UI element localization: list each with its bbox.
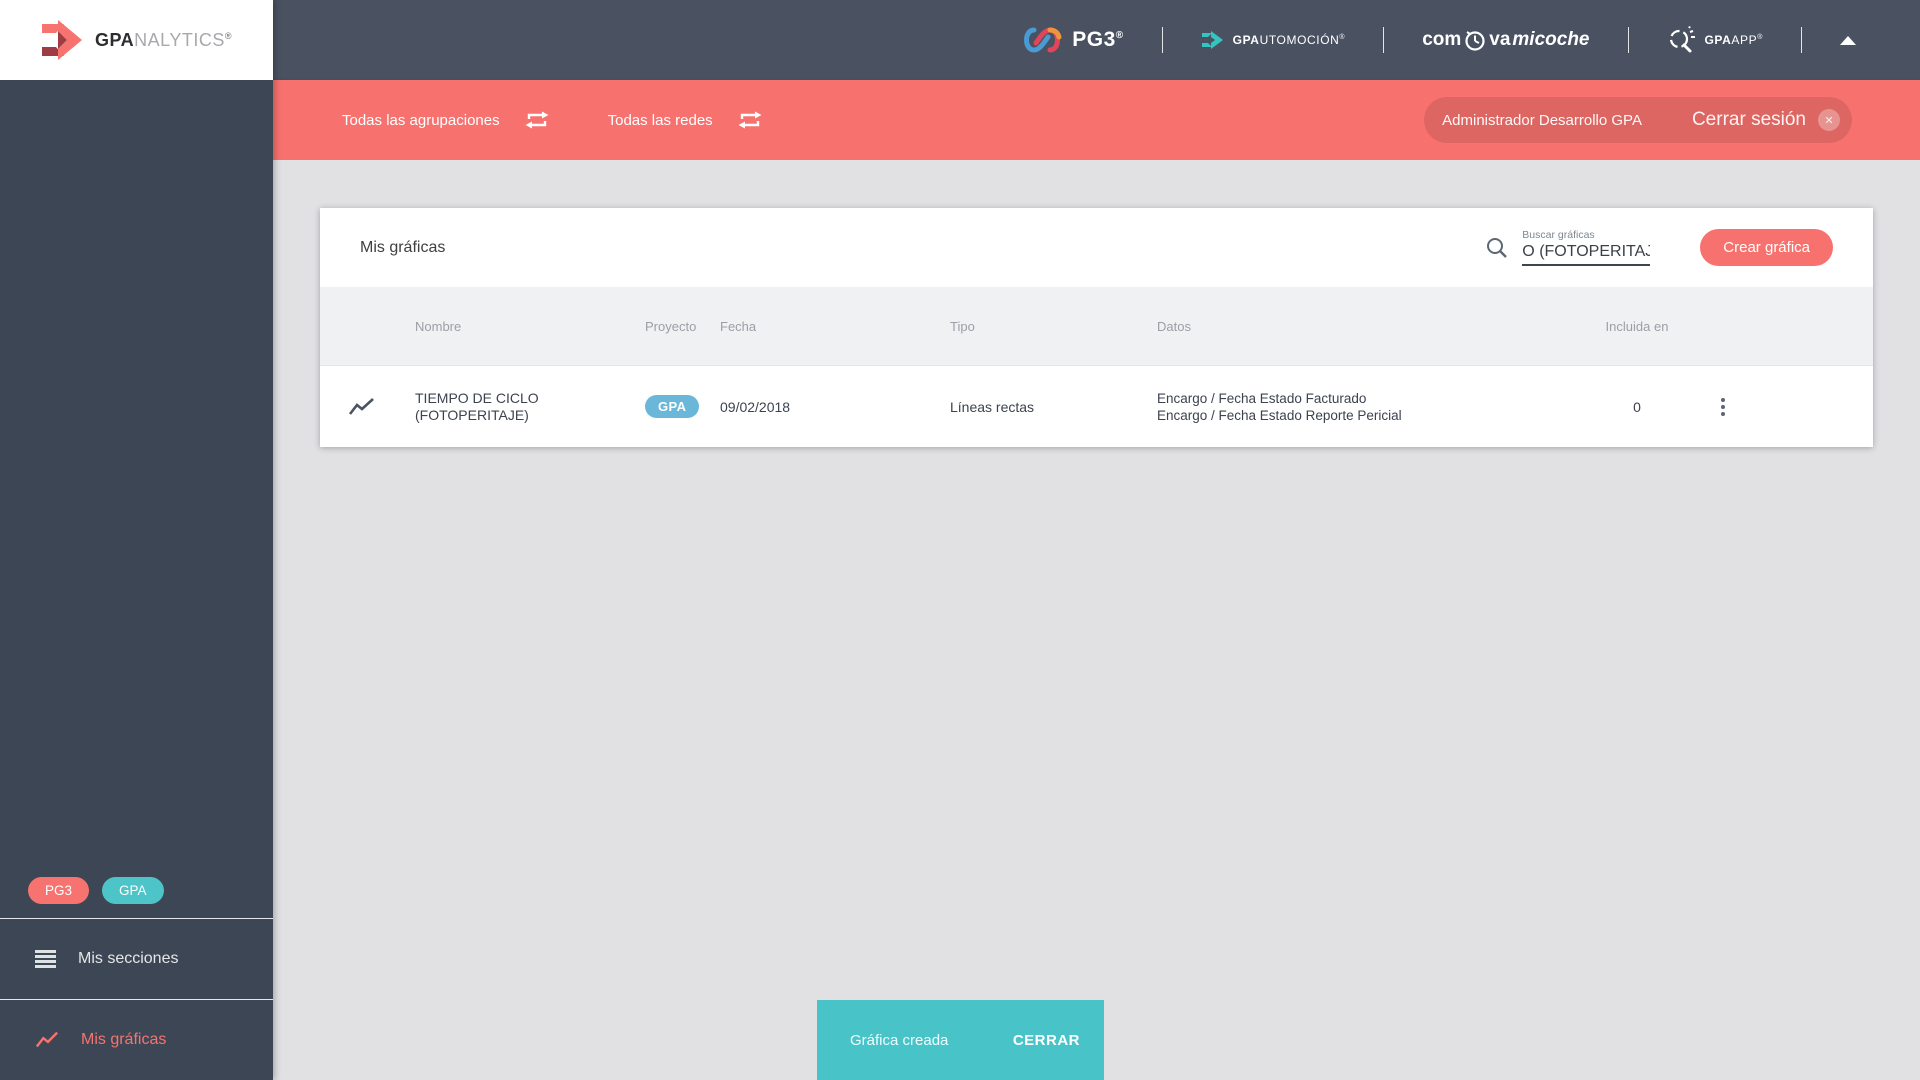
gpanalytics-logo[interactable]: GPANALYTICS® — [0, 0, 273, 80]
redes-swap-icon[interactable] — [737, 107, 763, 133]
sidebar-item-mis-secciones[interactable]: Mis secciones — [0, 918, 273, 999]
gpaapp-logo[interactable]: GPAAPP® — [1667, 26, 1764, 54]
table-row[interactable]: TIEMPO DE CICLO (FOTOPERITAJE) GPA 09/02… — [320, 365, 1873, 447]
pg3-infinity-icon — [1024, 27, 1062, 53]
row-cell-incluida-en: 0 — [1633, 398, 1641, 415]
gpautomocion-label: GPAUTOMOCIÓN® — [1232, 33, 1346, 47]
page-title: Mis gráficas — [360, 238, 446, 256]
search-label: Buscar gráficas — [1522, 229, 1595, 241]
gpaapp-label: GPAAPP® — [1704, 33, 1763, 47]
row-cell-nombre: TIEMPO DE CICLO (FOTOPERITAJE) — [395, 390, 625, 424]
user-name: Administrador Desarrollo GPA — [1442, 111, 1642, 129]
chart-name: TIEMPO DE CICLO (FOTOPERITAJE) — [415, 389, 539, 423]
sections-list-icon — [35, 950, 56, 968]
card-header: Mis gráficas Buscar gráficas Crear gráfi… — [320, 208, 1873, 287]
agrupaciones-swap-icon[interactable] — [524, 107, 550, 133]
divider — [1383, 27, 1385, 53]
header-cell-tipo: Tipo — [950, 318, 975, 334]
search-field: Buscar gráficas — [1522, 229, 1651, 266]
collapse-caret-icon[interactable] — [1840, 35, 1856, 45]
sidebar-item-mis-graficas[interactable]: Mis gráficas — [0, 999, 273, 1080]
gpanalytics-arrow-icon — [42, 20, 82, 60]
clock-icon — [1465, 31, 1485, 51]
badge-pg3[interactable]: PG3 — [28, 876, 90, 904]
logout-icon[interactable]: ✕ — [1818, 109, 1840, 131]
gpautomocion-arrow-icon — [1201, 31, 1223, 49]
user-session-pill[interactable]: Administrador Desarrollo GPA Cerrar sesi… — [1424, 97, 1852, 143]
header-cell-incluida-en: Incluida en — [1605, 318, 1669, 334]
datos-line-2: Encargo / Fecha Estado Reporte Pericial — [1157, 407, 1402, 423]
search-icon[interactable] — [1485, 236, 1509, 260]
logout-button[interactable]: Cerrar sesión — [1691, 109, 1806, 130]
search-area: Buscar gráficas — [1485, 229, 1651, 266]
sidebar-badges: PG3 GPA — [0, 862, 273, 918]
agrupaciones-filter-label[interactable]: Todas las agrupaciones — [342, 111, 500, 129]
row-cell-datos: Encargo / Fecha Estado Facturado Encargo… — [1157, 390, 1557, 424]
redes-filter-label[interactable]: Todas las redes — [607, 111, 713, 129]
comprava-pre: com — [1422, 29, 1462, 50]
table-header: Nombre Proyecto Fecha Tipo Datos Incluid… — [320, 287, 1873, 365]
chart-line-icon — [348, 397, 374, 415]
pg3-logo[interactable]: PG3® — [1020, 24, 1123, 56]
comprava-end: micoche — [1512, 29, 1590, 50]
filter-bar: Todas las agrupaciones Todas las redes A… — [273, 80, 1920, 160]
divider — [1627, 27, 1629, 53]
top-header: PG3® GPAUTOMOCIÓN® com va micoche — [273, 0, 1920, 80]
snackbar: Gráfica creada CERRAR — [817, 1000, 1104, 1080]
chart-line-icon — [35, 1031, 59, 1048]
row-cell-menu — [1717, 394, 1873, 420]
pg3-label: PG3® — [1072, 28, 1124, 51]
sidebar-item-label: Mis secciones — [78, 950, 179, 967]
sidebar-footer: PG3 GPA Mis secciones Mis gráficas — [0, 862, 273, 1080]
charts-card: Mis gráficas Buscar gráficas Crear gráfi… — [320, 208, 1873, 447]
row-cell-proyecto: GPA — [625, 395, 720, 418]
snackbar-close-button[interactable]: CERRAR — [1003, 1024, 1090, 1057]
gpanalytics-label: GPANALYTICS® — [95, 29, 232, 50]
row-cell-fecha: 09/02/2018 — [720, 398, 791, 415]
header-cell-proyecto: Proyecto — [645, 318, 697, 334]
header-cell-nombre: Nombre — [415, 318, 462, 334]
row-cell-tipo: Líneas rectas — [950, 398, 1035, 415]
search-input[interactable] — [1522, 243, 1651, 266]
divider — [1801, 27, 1802, 53]
main-content: Mis gráficas Buscar gráficas Crear gráfi… — [273, 160, 1920, 1080]
create-chart-button[interactable]: Crear gráfica — [1700, 229, 1833, 266]
gpautomocion-logo[interactable]: GPAUTOMOCIÓN® — [1201, 28, 1346, 52]
header-cell-fecha: Fecha — [720, 318, 757, 334]
badge-gpa[interactable]: GPA — [102, 876, 164, 904]
row-menu-icon[interactable] — [1717, 394, 1729, 420]
sidebar: GPANALYTICS® PG3 GPA Mis secciones Mis g… — [0, 0, 273, 1080]
sidebar-item-label: Mis gráficas — [81, 1031, 167, 1048]
datos-line-1: Encargo / Fecha Estado Facturado — [1157, 390, 1367, 406]
row-cell-icon — [320, 397, 395, 417]
project-badge: GPA — [645, 395, 700, 418]
header-cell-datos: Datos — [1157, 318, 1191, 334]
gpaapp-magnifier-icon — [1669, 26, 1695, 53]
compravamicoche-logo[interactable]: com va micoche — [1422, 28, 1590, 52]
snackbar-message: Gráfica creada — [850, 1031, 949, 1049]
comprava-mid: va — [1489, 29, 1511, 50]
divider — [1161, 27, 1163, 53]
